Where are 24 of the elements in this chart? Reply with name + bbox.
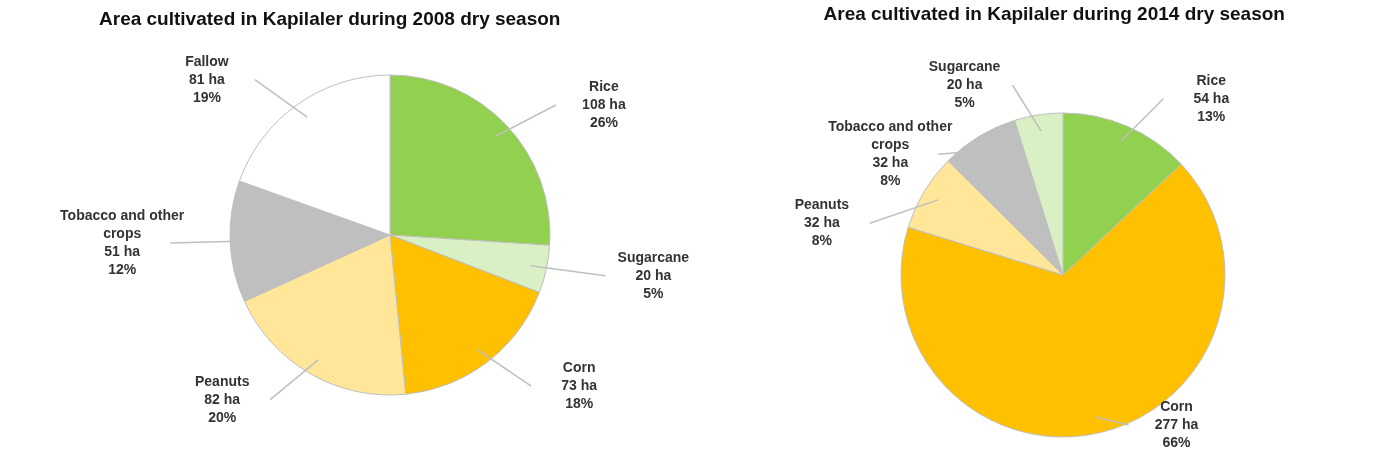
slice-label: Corn <box>1160 398 1193 414</box>
data-label: 32 ha 8% <box>872 154 909 189</box>
legend-label: Peanuts <box>794 196 850 213</box>
slice-label: Sugarcane <box>928 58 1001 75</box>
slice-label: Tobacco and other crops <box>828 118 953 153</box>
data-label: 54 ha 13% <box>1193 89 1230 124</box>
data-label: 277 ha 66% <box>1154 416 1199 450</box>
slice-label: Rice <box>1196 71 1227 88</box>
data-label: 108 ha 26% <box>582 96 626 131</box>
data-label: 32 ha 8% <box>803 214 840 249</box>
slice-label: Rice <box>589 78 619 95</box>
data-label: 82 ha 20% <box>204 390 241 425</box>
data-label: 73 ha 18% <box>561 377 598 412</box>
slice-label: Peanuts <box>194 372 250 389</box>
slice-label: Sugarcane <box>617 248 690 265</box>
chart-title: Area cultivated in Kapilaler during 2014 dry season <box>823 3 1285 24</box>
data-label: 51 ha 12% <box>104 242 141 277</box>
data-label: 20 ha 5% <box>946 76 983 111</box>
slice-label: Tobacco and other crops <box>60 206 185 241</box>
slice-label: Corn <box>562 359 596 376</box>
chart-title: Area cultivated in Kapilaler during 2008 dry season <box>99 8 561 29</box>
slice-label: Fallow <box>185 52 229 69</box>
data-label: 20 ha 5% <box>635 266 672 301</box>
data-label: 81 ha 19% <box>189 70 226 105</box>
